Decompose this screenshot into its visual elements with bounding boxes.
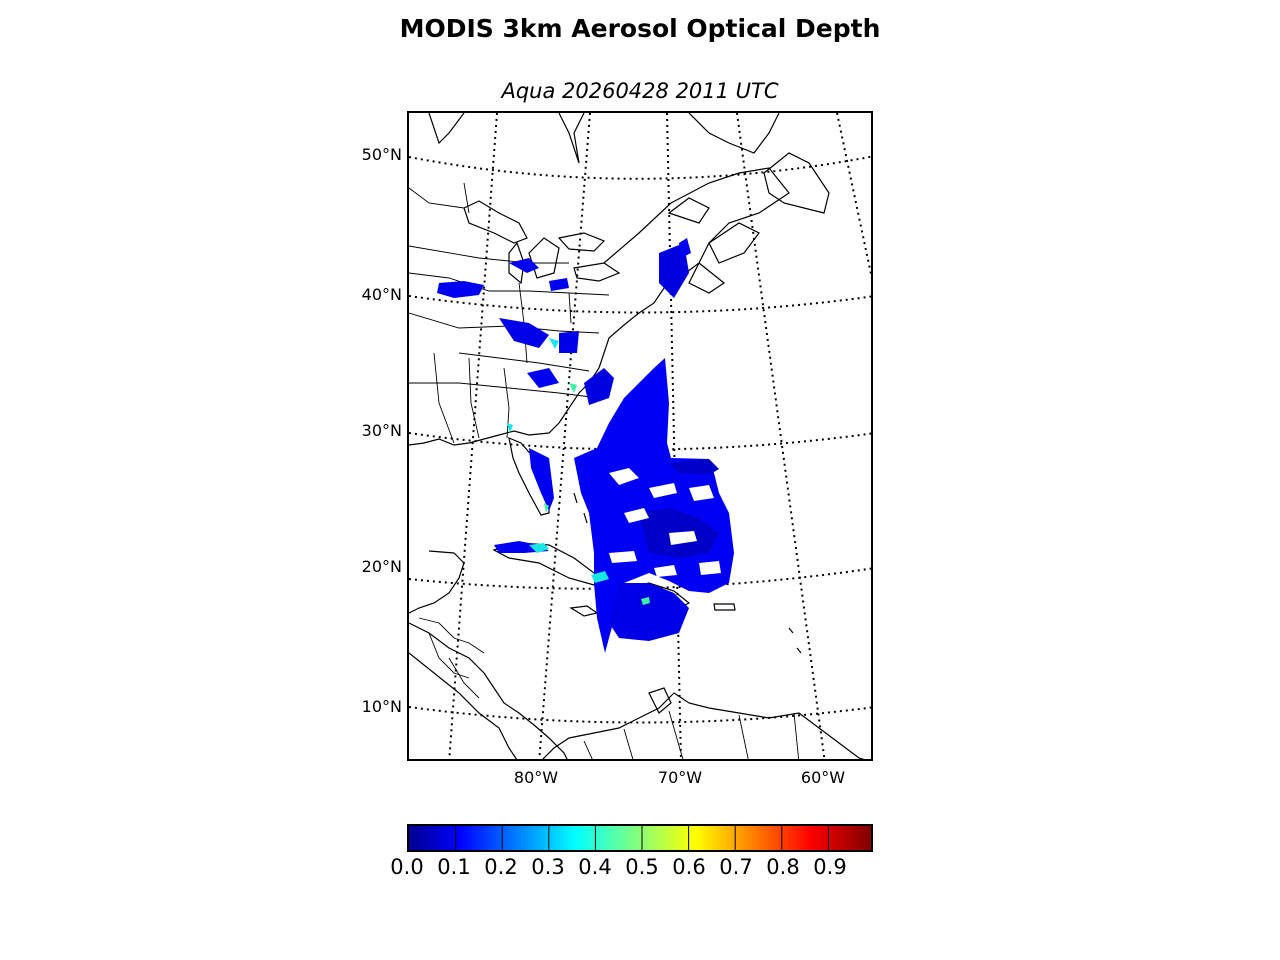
colorbar-tick-label: 0.8	[766, 855, 800, 879]
lat-label-50n: 50°N	[361, 145, 402, 164]
colorbar-tick-label: 0.5	[625, 855, 659, 879]
colorbar-tick-label: 0.1	[437, 855, 471, 879]
lon-label-70w: 70°W	[657, 768, 703, 787]
graticule	[409, 113, 871, 759]
lat-label-10n: 10°N	[361, 697, 402, 716]
colorbar-tick-label: 0.9	[813, 855, 847, 879]
aod-swath	[437, 238, 734, 653]
lat-label-20n: 20°N	[361, 557, 402, 576]
lon-label-80w: 80°W	[513, 768, 559, 787]
colorbar-gradient	[409, 826, 871, 850]
colorbar-tick-label: 0.6	[672, 855, 706, 879]
colorbar-tick-label: 0.0	[390, 855, 424, 879]
colorbar-tick-label: 0.2	[484, 855, 518, 879]
colorbar-tick-label: 0.3	[531, 855, 565, 879]
colorbar-tick-label: 0.4	[578, 855, 612, 879]
lat-label-30n: 30°N	[361, 421, 402, 440]
map-panel	[407, 111, 873, 761]
figure-title: MODIS 3km Aerosol Optical Depth	[399, 14, 881, 43]
aod-map	[409, 113, 871, 759]
figure-subtitle: Aqua 20260428 2011 UTC	[501, 79, 779, 103]
lon-label-60w: 60°W	[800, 768, 846, 787]
colorbar-tick-label: 0.7	[719, 855, 753, 879]
colorbar	[407, 824, 873, 852]
lat-label-40n: 40°N	[361, 285, 402, 304]
